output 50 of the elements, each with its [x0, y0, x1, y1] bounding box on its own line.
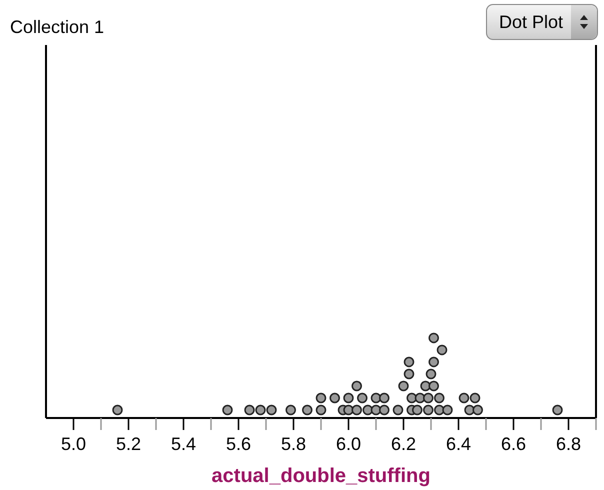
x-tick-label: 6.0: [336, 434, 362, 454]
point: [442, 404, 453, 416]
point: [428, 332, 439, 344]
point: [222, 404, 233, 416]
chart-title: Collection 1: [10, 17, 104, 38]
point: [302, 404, 312, 416]
point: [316, 404, 326, 416]
point: [255, 404, 266, 416]
point: [428, 380, 439, 392]
x-axis-title: actual_double_stuffing: [212, 465, 430, 487]
point: [406, 392, 417, 404]
x-tick-label: 5.2: [116, 434, 142, 454]
x-tick-label: 5.4: [170, 434, 196, 454]
x-tick-label: 5.0: [60, 434, 86, 454]
point: [352, 380, 362, 392]
x-tick-label: 5.6: [226, 434, 252, 454]
point: [330, 392, 340, 404]
point: [404, 356, 414, 368]
point: [266, 404, 277, 416]
point: [412, 404, 422, 416]
x-tick-label: 6.2: [390, 434, 416, 454]
point: [434, 392, 444, 404]
point: [392, 404, 404, 416]
x-tick-label: 6.4: [446, 434, 472, 454]
point: [434, 404, 444, 416]
point: [316, 392, 326, 404]
point: [458, 392, 470, 404]
x-tick-label: 6.8: [556, 434, 582, 454]
point: [362, 404, 373, 416]
x-tick-label: 5.8: [280, 434, 306, 454]
point: [428, 356, 439, 368]
point: [244, 404, 255, 416]
point: [426, 368, 436, 380]
point: [379, 404, 390, 416]
x-tick-label: 6.6: [500, 434, 526, 454]
point: [470, 392, 480, 404]
point: [552, 404, 563, 416]
point: [436, 344, 448, 356]
point: [357, 392, 368, 404]
point: [286, 404, 296, 416]
point: [423, 404, 434, 416]
point: [398, 380, 409, 392]
point: [404, 368, 414, 380]
point: [343, 392, 354, 404]
point: [352, 404, 362, 416]
point: [379, 392, 390, 404]
point: [423, 392, 434, 404]
point: [112, 404, 123, 416]
point: [472, 404, 483, 416]
dropdown-menu: Dot Plot: [486, 4, 598, 40]
